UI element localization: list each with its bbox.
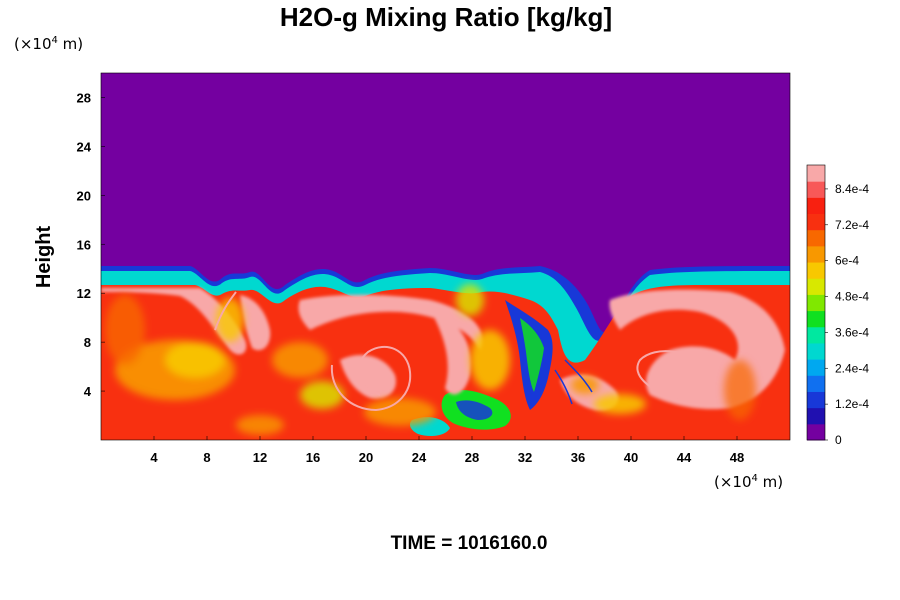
x-tick-label: 24 <box>412 450 427 465</box>
colorbar-ticks: 0 1.2e-4 2.4e-4 3.6e-4 4.8e-4 6e-4 7.2e-4 8.4e-… <box>825 182 869 447</box>
colorbar-level <box>807 278 825 295</box>
x-tick-label: 44 <box>677 450 692 465</box>
colorbar-frame <box>806 164 826 441</box>
colorbar-level <box>807 213 825 231</box>
colorbar-level <box>807 310 825 328</box>
colorbar-tick-label: 2.4e-4 <box>835 361 869 375</box>
x-axis-ticks: 4 8 12 16 20 24 28 32 36 40 44 48 <box>150 436 744 465</box>
x-tick-label: 40 <box>624 450 638 465</box>
y-axis-label: Height <box>33 226 55 289</box>
colorbar-level <box>807 294 825 312</box>
swirl-lines <box>214 291 711 412</box>
x-tick-label: 20 <box>359 450 373 465</box>
colorbar-tick-label: 6e-4 <box>835 254 859 268</box>
y-tick-label: 4 <box>84 384 92 399</box>
colorbar-level <box>807 407 825 425</box>
vortex-gradients <box>105 284 756 435</box>
colorbar-level <box>807 423 825 441</box>
x-tick-label: 16 <box>306 450 320 465</box>
y-tick-label: 24 <box>77 139 92 154</box>
colorbar-level <box>807 229 825 247</box>
colorbar-level <box>807 165 825 182</box>
y-axis-ticks: 4 8 12 16 20 24 28 <box>77 90 105 399</box>
heatmap-plot-area <box>101 73 790 440</box>
colorbar-level <box>807 262 825 279</box>
y-tick-label: 12 <box>77 286 91 301</box>
colorbar-level <box>807 197 825 215</box>
x-tick-label: 28 <box>465 450 479 465</box>
x-tick-label: 12 <box>253 450 267 465</box>
time-label: TIME = 1016160.0 <box>391 533 548 554</box>
colorbar-tick-label: 1.2e-4 <box>835 397 869 411</box>
y-tick-label: 28 <box>77 90 91 105</box>
colorbar-level <box>807 359 825 376</box>
colorbar-level <box>807 375 825 392</box>
colorbar-tick-label: 3.6e-4 <box>835 325 869 339</box>
colorbar-tick-label: 4.8e-4 <box>835 290 869 304</box>
colorbar-level <box>807 245 825 263</box>
y-tick-label: 16 <box>77 237 91 252</box>
colorbar-level <box>807 342 825 360</box>
x-tick-label: 32 <box>518 450 532 465</box>
colorbar-tick-label: 7.2e-4 <box>835 218 869 232</box>
colorbar <box>806 164 826 441</box>
chart-title: H2O-g Mixing Ratio [kg/kg] <box>280 2 612 32</box>
y-axis-unit: (×104 m) <box>14 35 83 53</box>
x-tick-label: 4 <box>150 450 158 465</box>
y-tick-label: 8 <box>84 335 91 350</box>
x-tick-label: 48 <box>730 450 744 465</box>
colorbar-tick-label: 8.4e-4 <box>835 182 869 196</box>
x-tick-label: 36 <box>571 450 585 465</box>
colorbar-level <box>807 391 825 409</box>
colorbar-tick-label: 0 <box>835 433 842 447</box>
x-tick-label: 8 <box>203 450 210 465</box>
x-axis-unit: (×104 m) <box>714 473 783 491</box>
colorbar-level <box>807 181 825 198</box>
y-tick-label: 20 <box>77 188 91 203</box>
colorbar-level <box>807 326 825 344</box>
plot-frame <box>100 72 791 441</box>
